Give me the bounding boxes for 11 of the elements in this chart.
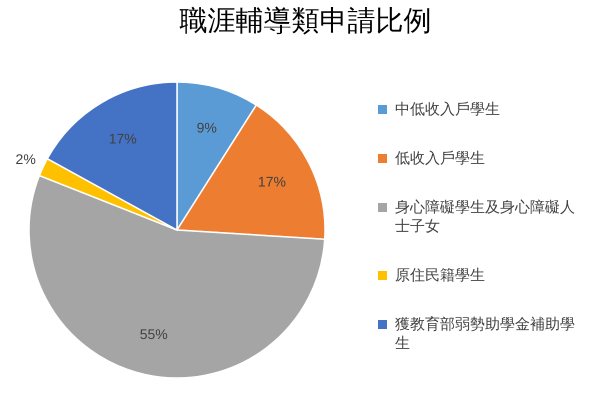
data-label: 17%: [108, 130, 137, 146]
legend-label: 身心障礙學生及身心障礙人士子女: [395, 198, 576, 236]
data-label: 17%: [258, 174, 286, 190]
data-label: 2%: [16, 150, 36, 167]
legend-label: 低收入戶學生: [395, 149, 485, 168]
chart-title: 職涯輔導類申請比例: [178, 4, 432, 38]
legend-label: 原住民籍學生: [395, 266, 485, 285]
data-label: 9%: [196, 120, 217, 136]
data-label: 55%: [140, 326, 168, 342]
legend-label: 中低收入戶學生: [395, 100, 500, 119]
legend-label: 獲教育部弱勢助學金補助學生: [395, 315, 576, 353]
